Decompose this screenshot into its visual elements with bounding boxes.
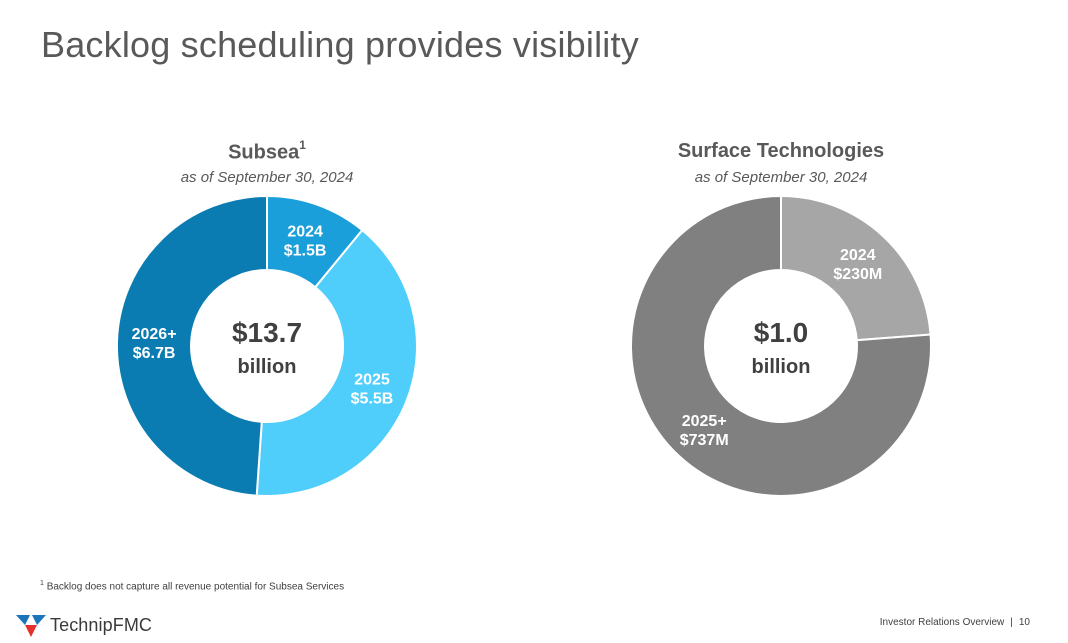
footnote-marker: 1: [299, 138, 306, 152]
footer-separator: |: [1010, 617, 1013, 628]
slice-value: $737M: [680, 432, 729, 449]
slice-period: 2025: [354, 372, 390, 389]
page-footer: Investor Relations Overview | 10: [880, 617, 1030, 628]
center-value: $13.7: [232, 317, 302, 348]
chart-subtitle: as of September 30, 2024: [180, 169, 354, 186]
slice-period: 2024: [840, 247, 876, 264]
slice-period: 2025+: [682, 413, 727, 430]
slice-label-2025-plus: 2025+ $737M: [680, 413, 729, 449]
donut-chart: $1.0 billion 2024 $230M 2025+ $737M: [630, 194, 932, 497]
slice-value: $6.7B: [133, 345, 176, 362]
slice-value: $5.5B: [351, 391, 394, 408]
page-title: Backlog scheduling provides visibility: [41, 24, 639, 65]
slice-label-2024: 2024 $230M: [833, 247, 882, 283]
slice-label-2024: 2024 $1.5B: [284, 224, 327, 260]
footnote: 1 Backlog does not capture all revenue p…: [40, 580, 344, 592]
center-value: $1.0: [754, 317, 809, 348]
logo-text: TechnipFMC: [50, 614, 153, 635]
chart-title: Surface Technologies: [611, 140, 951, 163]
chart-subtitle: as of September 30, 2024: [694, 169, 868, 186]
page-number: 10: [1018, 617, 1030, 628]
slice-value: $1.5B: [284, 243, 327, 260]
center-unit: billion: [752, 356, 811, 378]
center-unit: billion: [238, 356, 297, 378]
donut-slice-2024: [780, 194, 932, 342]
surface-technologies-chart: Surface Technologies as of September 30,…: [611, 132, 951, 512]
chart-title: Subsea1: [97, 138, 437, 165]
slice-label-2025: 2025 $5.5B: [351, 372, 394, 408]
company-logo: TechnipFMC: [16, 612, 152, 638]
footnote-marker: 1: [40, 580, 44, 587]
donut-slice-2025-plus: [630, 194, 932, 497]
technipfmc-logo-icon: [16, 615, 46, 637]
donut-slice-2026-plus: [116, 194, 268, 497]
slice-label-2026-plus: 2026+ $6.7B: [132, 326, 177, 362]
footer-section: Investor Relations Overview: [879, 617, 1005, 628]
donut-chart: $13.7 billion 2024 $1.5B 2025 $5.5B 2026+ $6.…: [116, 194, 418, 498]
slice-period: 2026+: [132, 326, 177, 343]
chart-title-text: Surface Technologies: [677, 140, 885, 162]
slice-period: 2024: [287, 224, 323, 241]
donut-slice-2025: [255, 228, 418, 498]
subsea-chart: Subsea1 as of September 30, 2024 $13.7 b…: [97, 132, 437, 512]
slice-value: $230M: [833, 266, 882, 283]
footnote-text: Backlog does not capture all revenue pot…: [46, 581, 345, 593]
chart-title-text: Subsea: [228, 141, 300, 164]
